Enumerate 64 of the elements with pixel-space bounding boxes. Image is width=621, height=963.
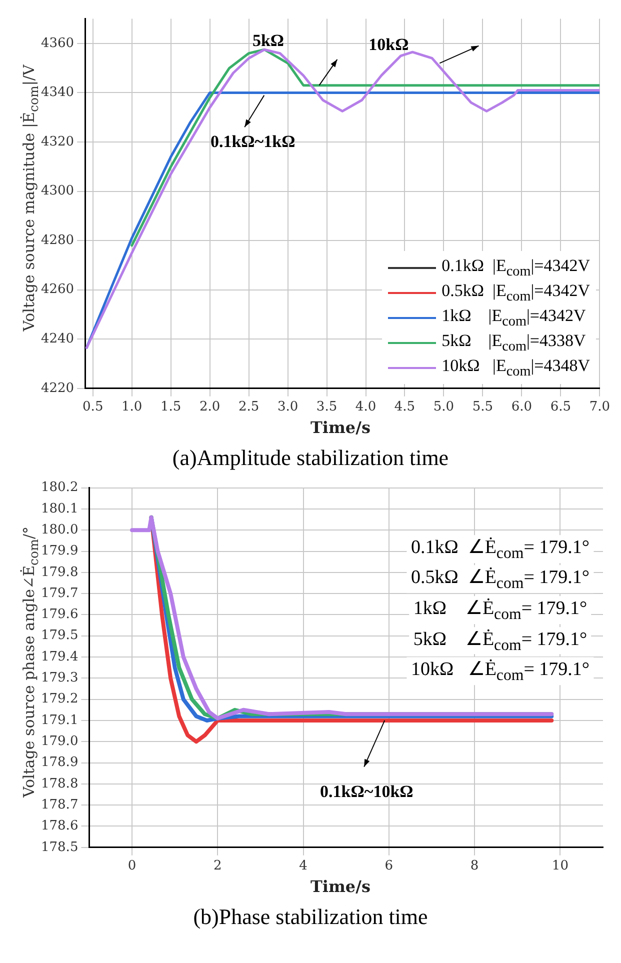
y-tick-label: 4340: [40, 85, 74, 100]
x-tick-label: 10: [552, 858, 568, 874]
text: (a)Amplitude stabilization time: [171, 445, 450, 471]
y-tick-label: 179.2: [41, 692, 78, 707]
x-axis-title: Time/s: [310, 877, 372, 896]
legend-label: 1kΩ |E$_{com}$|=4342V: [442, 306, 586, 330]
x-tick-label: 2.5: [238, 400, 260, 415]
y-tick-label: 180.2: [41, 480, 78, 496]
y-tick-label: 179.3: [41, 670, 78, 686]
annotation: 0.1kΩ~1kΩ: [209, 132, 296, 152]
y-tick-label: 178.5: [41, 840, 78, 855]
y-tick-label: 4300: [40, 184, 74, 199]
legend-label: 0.1kΩ |E$_{com}$|=4342V: [442, 256, 590, 280]
x-tick-label: 5.0: [433, 400, 454, 415]
y-tick-label: 4320: [40, 134, 74, 150]
x-tick-label: 0.5: [82, 400, 104, 415]
y-tick-label: 178.6: [41, 818, 78, 834]
y-tick-label: 178.9: [41, 755, 78, 770]
annotation: 10kΩ: [368, 34, 410, 55]
y-tick-label: 179.8: [41, 564, 78, 580]
annotation: 5kΩ ∠Ė$_{com}$= 179.1°: [409, 626, 592, 655]
legend-label: 10kΩ |E$_{com}$|=4348V: [442, 356, 590, 380]
annotation: 0.5kΩ ∠Ė$_{com}$= 179.1°: [406, 566, 594, 594]
legend-label: 0.5kΩ |E$_{com}$|=4342V: [442, 280, 590, 306]
y-tick-label: 180.1: [41, 501, 78, 516]
x-tick-label: 1.0: [122, 400, 142, 415]
y-tick-label: 180.0: [41, 522, 78, 538]
y-tick-label: 179.1: [41, 712, 78, 728]
annotation: 10kΩ ∠Ė$_{com}$= 179.1°: [406, 657, 594, 686]
y-tick-label: 179.9: [41, 544, 78, 559]
x-tick-label: 2: [214, 858, 222, 874]
text: (b)Phase stabilization time: [192, 904, 429, 930]
y-tick-label: 4360: [40, 36, 74, 51]
x-tick-label: 5.5: [472, 400, 494, 415]
x-tick-label: 4.0: [355, 400, 376, 415]
x-tick-label: 4: [299, 858, 308, 874]
annotation: 5kΩ: [251, 30, 286, 51]
x-tick-label: 7.0: [589, 400, 610, 415]
y-tick-label: 179.5: [41, 628, 78, 644]
x-axis-title: Time/s: [310, 418, 372, 437]
x-tick-label: 4.5: [394, 400, 416, 415]
x-tick-label: 3.5: [316, 400, 338, 415]
x-tick-label: 2.0: [199, 400, 220, 415]
y-tick-label: 179.7: [41, 586, 78, 601]
x-tick-label: 6.0: [511, 400, 532, 415]
x-tick-label: 6: [384, 858, 394, 874]
annotation: 0.1kΩ ∠Ė$_{com}$= 179.1°: [406, 535, 594, 563]
y-tick-label: 4220: [40, 380, 74, 396]
y-tick-label: 179.4: [41, 649, 78, 664]
y-tick-label: 4240: [40, 331, 74, 346]
y-tick-label: 178.8: [41, 776, 78, 792]
y-tick-label: 179.0: [41, 734, 78, 750]
x-tick-label: 1.5: [160, 400, 182, 415]
x-tick-label: 8: [470, 858, 479, 874]
x-tick-label: 0: [128, 858, 136, 874]
y-tick-label: 179.6: [41, 607, 78, 622]
x-tick-label: 3.0: [277, 400, 298, 415]
annotation: 0.1kΩ~10kΩ: [319, 782, 414, 802]
x-tick-label: 6.5: [550, 400, 572, 415]
legend-label: 5kΩ |E$_{com}$|=4338V: [442, 330, 586, 356]
y-tick-label: 4260: [40, 282, 74, 298]
y-tick-label: 4280: [40, 232, 74, 248]
y-tick-label: 178.7: [41, 797, 78, 812]
annotation: 1kΩ ∠Ė$_{com}$= 179.1°: [409, 596, 592, 624]
